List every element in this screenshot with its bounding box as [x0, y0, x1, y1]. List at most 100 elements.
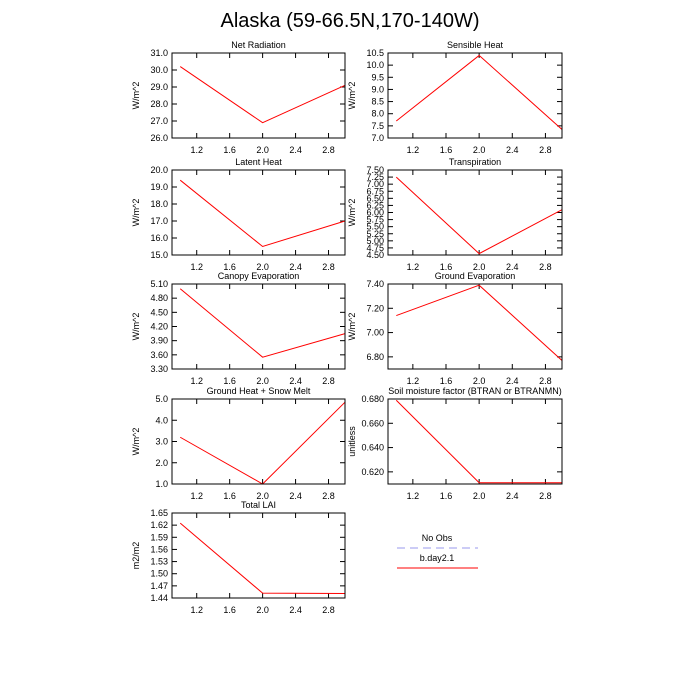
y-tick-label: 7.20	[366, 303, 384, 313]
x-tick-label: 2.0	[473, 262, 486, 272]
y-tick-label: 17.0	[150, 216, 168, 226]
x-tick-label: 1.6	[440, 145, 453, 155]
x-tick-label: 2.0	[256, 376, 269, 386]
y-tick-label: 15.0	[150, 250, 168, 260]
y-tick-label: 27.0	[150, 116, 168, 126]
plot-frame	[171, 398, 346, 485]
y-tick-label: 16.0	[150, 233, 168, 243]
y-tick-label: 31.0	[150, 48, 168, 58]
y-tick-label: 6.75	[366, 186, 384, 196]
y-tick-label: 9.5	[371, 72, 384, 82]
y-tick-label: 7.0	[371, 133, 384, 143]
panel-title: Total LAI	[241, 500, 276, 510]
y-tick-label: 7.00	[366, 328, 384, 338]
x-tick-label: 1.2	[190, 145, 203, 155]
y-tick-label: 9.0	[371, 84, 384, 94]
x-tick-label: 1.2	[190, 605, 203, 615]
plot-frame	[387, 398, 563, 485]
y-tick-label: 30.0	[150, 65, 168, 75]
y-tick-label: 4.20	[150, 322, 168, 332]
x-tick-label: 2.4	[506, 376, 519, 386]
y-tick-label: 1.59	[150, 532, 168, 542]
y-tick-label: 29.0	[150, 82, 168, 92]
x-tick-label: 2.8	[322, 605, 335, 615]
data-line	[179, 179, 346, 248]
y-tick-label: 1.65	[150, 508, 168, 518]
y-tick-label: 1.56	[150, 544, 168, 554]
y-tick-label: 18.0	[150, 199, 168, 209]
y-axis-label: W/m^2	[131, 313, 141, 341]
y-tick-label: 5.50	[366, 222, 384, 232]
y-tick-label: 3.0	[155, 437, 168, 447]
plot-frame	[387, 52, 563, 139]
panel-title: Transpiration	[449, 157, 501, 167]
y-tick-label: 5.10	[150, 279, 168, 289]
y-tick-label: 1.53	[150, 557, 168, 567]
x-tick-label: 2.0	[256, 145, 269, 155]
panel-title: Soil moisture factor (BTRAN or BTRANMN)	[388, 386, 562, 396]
x-tick-label: 1.6	[440, 376, 453, 386]
panel-title: Net Radiation	[231, 40, 286, 50]
y-tick-label: 4.50	[150, 307, 168, 317]
x-tick-label: 2.4	[289, 145, 302, 155]
data-line	[395, 54, 563, 130]
x-tick-label: 2.4	[506, 145, 519, 155]
y-tick-label: 0.680	[361, 394, 384, 404]
data-line	[179, 522, 346, 595]
x-tick-label: 1.2	[190, 376, 203, 386]
y-tick-label: 1.50	[150, 569, 168, 579]
y-tick-label: 20.0	[150, 165, 168, 175]
data-line	[179, 401, 346, 485]
y-tick-label: 1.0	[155, 479, 168, 489]
plot-frame	[171, 512, 346, 599]
plot-frame	[171, 169, 346, 256]
y-tick-label: 1.62	[150, 520, 168, 530]
y-tick-label: 5.25	[366, 229, 384, 239]
y-tick-label: 10.0	[366, 60, 384, 70]
x-tick-label: 1.2	[407, 491, 420, 501]
y-tick-label: 0.640	[361, 443, 384, 453]
plot-frame	[387, 169, 563, 256]
y-tick-label: 6.00	[366, 208, 384, 218]
data-line	[396, 284, 563, 361]
x-tick-label: 2.4	[506, 262, 519, 272]
y-tick-label: 26.0	[150, 133, 168, 143]
y-tick-label: 3.30	[150, 364, 168, 374]
panel-title: Sensible Heat	[447, 40, 504, 50]
x-tick-label: 2.4	[289, 491, 302, 501]
y-tick-label: 1.44	[150, 593, 168, 603]
panel-title: Ground Evaporation	[435, 271, 516, 281]
x-tick-label: 2.8	[322, 376, 335, 386]
x-tick-label: 1.6	[440, 491, 453, 501]
y-tick-label: 10.5	[366, 48, 384, 58]
x-tick-label: 2.8	[322, 145, 335, 155]
y-axis-label: W/m^2	[131, 82, 141, 110]
x-tick-label: 2.8	[539, 376, 552, 386]
x-tick-label: 2.0	[256, 605, 269, 615]
y-tick-label: 7.40	[366, 279, 384, 289]
x-tick-label: 1.2	[407, 262, 420, 272]
x-tick-label: 1.6	[223, 376, 236, 386]
figure-title: Alaska (59-66.5N,170-140W)	[220, 10, 479, 32]
x-tick-label: 1.6	[223, 605, 236, 615]
x-tick-label: 1.6	[440, 262, 453, 272]
panel-title: Ground Heat + Snow Melt	[207, 386, 311, 396]
y-tick-label: 7.5	[371, 121, 384, 131]
y-tick-label: 5.75	[366, 215, 384, 225]
data-line	[395, 399, 562, 484]
y-tick-label: 2.0	[155, 458, 168, 468]
y-tick-label: 7.00	[366, 179, 384, 189]
y-axis-label: W/m^2	[131, 428, 141, 456]
y-tick-label: 8.0	[371, 109, 384, 119]
y-tick-label: 7.50	[366, 165, 384, 175]
x-tick-label: 1.6	[223, 145, 236, 155]
y-tick-label: 0.660	[361, 418, 384, 428]
x-tick-label: 2.4	[289, 605, 302, 615]
panel-title: Canopy Evaporation	[218, 271, 300, 281]
y-tick-label: 1.47	[150, 581, 168, 591]
y-axis-label: W/m^2	[347, 313, 357, 341]
y-axis-label: unitless	[347, 426, 357, 457]
y-tick-label: 6.50	[366, 193, 384, 203]
x-tick-label: 2.8	[322, 262, 335, 272]
